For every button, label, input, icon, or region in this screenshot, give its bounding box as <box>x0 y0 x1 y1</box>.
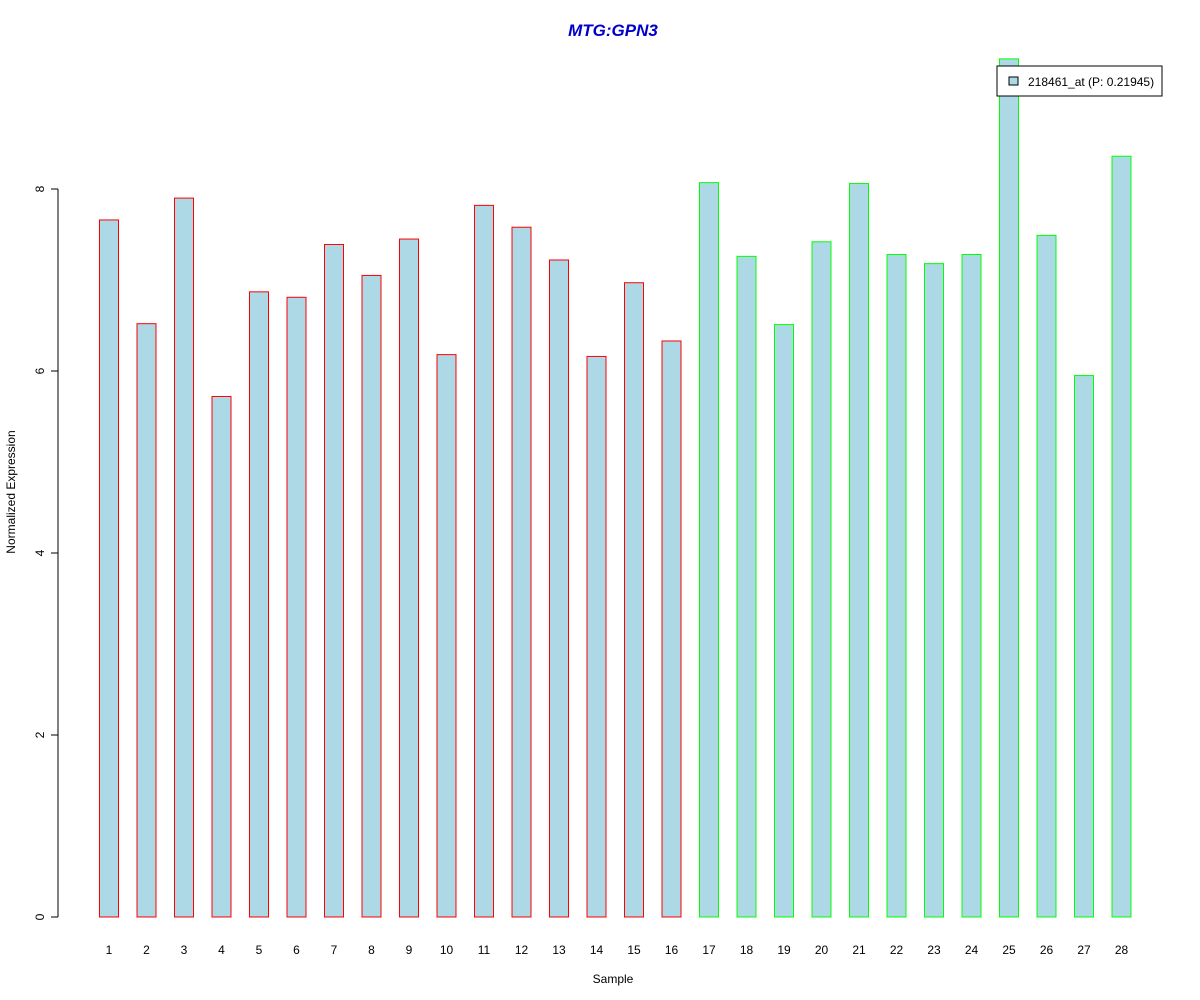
x-tick-label: 26 <box>1040 943 1054 957</box>
bar-sample-17 <box>699 182 719 918</box>
bar-sample-20 <box>811 241 832 918</box>
bar-sample-8 <box>361 274 382 918</box>
x-tick-label: 3 <box>181 943 188 957</box>
bar-sample-2 <box>136 323 157 918</box>
x-tick-label: 5 <box>256 943 263 957</box>
bars <box>99 58 1132 918</box>
bar-sample-21 <box>849 183 869 918</box>
x-tick-label: 4 <box>218 943 225 957</box>
bar-sample-5 <box>249 291 269 918</box>
x-tick-label: 24 <box>965 943 979 957</box>
y-tick-label: 8 <box>33 185 47 192</box>
bar-sample-11 <box>474 204 494 918</box>
bar-sample-12 <box>511 226 532 918</box>
x-tick-label: 11 <box>478 943 491 957</box>
bar-sample-13 <box>549 259 569 918</box>
x-tick-label: 28 <box>1115 943 1129 957</box>
bar-sample-27 <box>1074 375 1094 918</box>
bar-sample-25 <box>999 58 1019 918</box>
bar-sample-22 <box>886 254 907 918</box>
x-tick-label: 25 <box>1002 943 1016 957</box>
x-tick-label: 15 <box>627 943 641 957</box>
y-tick-label: 6 <box>33 367 47 374</box>
x-tick-label: 13 <box>552 943 566 957</box>
bar-sample-14 <box>586 355 607 918</box>
x-tick-label: 21 <box>852 943 866 957</box>
bar-sample-23 <box>924 263 944 918</box>
x-tick-label: 27 <box>1077 943 1091 957</box>
chart-title: MTG:GPN3 <box>568 21 658 40</box>
legend: 218461_at (P: 0.21945) <box>996 65 1163 97</box>
y-axis-label: Normalized Expression <box>4 430 18 553</box>
legend-box <box>996 65 1163 97</box>
x-tick-label: 10 <box>440 943 454 957</box>
x-tick-label: 12 <box>515 943 529 957</box>
x-tick-label: 2 <box>143 943 150 957</box>
bar-sample-1 <box>99 219 119 918</box>
bar-sample-4 <box>211 395 232 918</box>
x-tick-labels: 1 2 3 4 5 6 7 8 9 10 11 12 13 14 15 16 17 18 19 20 21 22 23 24 2… <box>106 943 1129 957</box>
bar-sample-3 <box>174 197 194 918</box>
y-axis: 0 2 4 6 8 <box>33 185 59 920</box>
x-tick-label: 23 <box>927 943 941 957</box>
x-tick-label: 18 <box>740 943 754 957</box>
bar-sample-24 <box>961 254 982 918</box>
bar-sample-10 <box>436 354 457 918</box>
x-tick-label: 16 <box>665 943 679 957</box>
legend-label: 218461_at (P: 0.21945) <box>1028 75 1154 89</box>
bar-sample-19 <box>774 324 794 918</box>
x-tick-label: 8 <box>368 943 375 957</box>
legend-swatch <box>1008 76 1019 86</box>
bar-sample-6 <box>286 296 307 918</box>
bar-sample-18 <box>736 255 757 918</box>
bar-sample-28 <box>1111 155 1132 918</box>
x-tick-label: 1 <box>106 943 113 957</box>
x-tick-label: 22 <box>890 943 904 957</box>
x-tick-label: 20 <box>815 943 829 957</box>
bar-sample-7 <box>324 244 344 918</box>
bar-sample-16 <box>661 340 682 918</box>
y-tick-label: 0 <box>33 913 47 920</box>
x-tick-label: 14 <box>590 943 604 957</box>
bar-sample-26 <box>1036 234 1057 918</box>
x-axis-label: Sample <box>593 972 634 986</box>
y-tick-label: 2 <box>33 731 47 738</box>
x-tick-label: 6 <box>293 943 300 957</box>
y-tick-label: 4 <box>33 549 47 556</box>
x-tick-label: 17 <box>702 943 716 957</box>
bar-sample-15 <box>624 282 644 918</box>
bar-sample-9 <box>399 238 419 918</box>
x-tick-label: 9 <box>406 943 413 957</box>
x-tick-label: 19 <box>777 943 791 957</box>
x-tick-label: 7 <box>331 943 338 957</box>
